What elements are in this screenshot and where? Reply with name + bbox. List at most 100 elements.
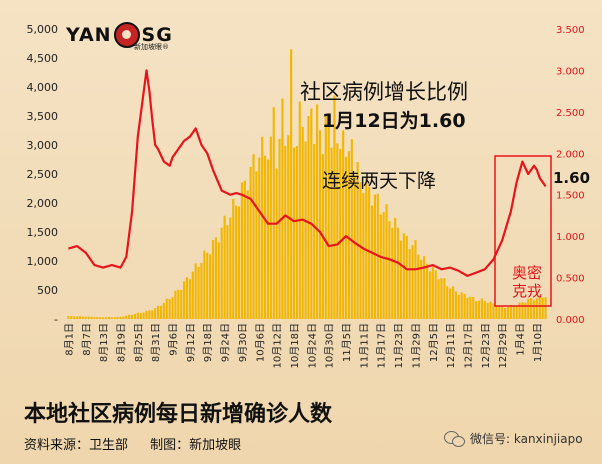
bar [379, 214, 382, 319]
left-tick-label: 500 [37, 284, 58, 297]
bar [263, 155, 267, 319]
bar [102, 317, 105, 319]
bar [188, 279, 191, 319]
bar [266, 159, 270, 319]
bar [177, 289, 180, 319]
bar [368, 186, 371, 319]
bar [226, 225, 229, 319]
x-tick-label: 1月10日 [532, 323, 544, 362]
bar [492, 303, 495, 319]
bar [275, 168, 278, 319]
bar [402, 233, 405, 319]
bar [411, 245, 414, 319]
bar [162, 302, 165, 319]
bar [356, 162, 359, 319]
left-tick-label: 5,000 [27, 23, 59, 36]
right-tick-label: 2.500 [556, 108, 585, 119]
bar [73, 316, 76, 319]
bar [125, 315, 128, 319]
bar [420, 259, 423, 319]
bar [365, 177, 368, 319]
bar [243, 180, 246, 319]
bar [333, 95, 336, 319]
bar [394, 217, 397, 319]
x-tick-label: 11月29日 [410, 323, 422, 368]
omicron-line-2: 克戎 [512, 282, 543, 300]
omicron-line-1: 奥密 [512, 264, 543, 282]
x-tick-label: 11月23日 [393, 323, 405, 368]
bar [449, 288, 452, 319]
bar [113, 317, 116, 319]
bar [382, 212, 385, 319]
bar [145, 310, 148, 319]
bar [417, 254, 420, 319]
bar [359, 182, 362, 319]
bar [269, 136, 272, 319]
right-tick-label: 0.000 [556, 315, 585, 326]
bar [122, 316, 125, 319]
left-tick-label: 2,500 [27, 168, 59, 181]
bar [486, 302, 489, 319]
bar-series [67, 49, 547, 320]
logo-subtitle: 新加坡眼® [134, 43, 169, 51]
bar [200, 262, 203, 319]
bar [214, 237, 217, 319]
bar [512, 305, 515, 319]
x-tick-label: 12月17日 [463, 323, 475, 368]
annotation-latest-value: 1.60 [553, 169, 591, 187]
bar [391, 227, 394, 319]
bar [316, 104, 319, 320]
bar [130, 314, 134, 319]
bar [252, 154, 255, 319]
logo-text-left: YAN [66, 24, 112, 46]
bar [194, 263, 197, 319]
x-tick-label: 11月11日 [358, 323, 370, 368]
bar [209, 254, 212, 319]
bar [171, 297, 174, 319]
bar [310, 108, 313, 319]
bar [211, 239, 215, 319]
bar [469, 296, 472, 319]
bar [515, 305, 518, 319]
bar [446, 286, 449, 319]
bar [272, 107, 275, 319]
annotation-trend: 连续两天下降 [322, 170, 437, 192]
bar [408, 248, 411, 319]
wechat-id: 微信号: kanxinjiapo [470, 432, 583, 446]
bar [292, 147, 296, 319]
bar [206, 252, 209, 319]
bar [318, 130, 322, 319]
bar [70, 315, 73, 319]
x-tick-label: 8月25日 [133, 323, 145, 362]
x-tick-label: 10月30日 [324, 323, 336, 368]
x-tick-label: 9月24日 [220, 323, 232, 362]
bar [503, 307, 507, 319]
bar [116, 316, 119, 319]
annotation-subtitle: 1月12日为1.60 [322, 110, 466, 132]
bar [217, 242, 220, 319]
bar [197, 267, 200, 319]
x-tick-label: 8月31日 [150, 323, 162, 362]
x-tick-label: 12月29日 [497, 323, 509, 368]
bar [524, 302, 527, 319]
bar [104, 317, 108, 319]
bar [261, 136, 264, 319]
bar [423, 256, 426, 319]
x-tick-label: 10月24日 [306, 323, 318, 368]
right-axis: 0.000 0.500 1.000 1.500 2.000 2.500 3.000 3.500 [556, 25, 585, 326]
bar [480, 298, 484, 319]
bar [509, 305, 512, 319]
annotation-title: 社区病例增长比例 [300, 80, 468, 104]
bar [538, 295, 541, 319]
x-tick-label: 8月19日 [116, 323, 128, 362]
bar [399, 240, 403, 319]
bar [148, 310, 151, 319]
right-tick-label: 3.500 [556, 25, 585, 36]
x-tick-label: 9月18日 [202, 323, 214, 362]
x-tick-label: 8月7日 [81, 323, 93, 356]
bar [527, 299, 530, 319]
bar [495, 306, 498, 319]
x-tick-label: 10月18日 [289, 323, 301, 368]
bar [159, 305, 163, 319]
bar [99, 317, 102, 319]
